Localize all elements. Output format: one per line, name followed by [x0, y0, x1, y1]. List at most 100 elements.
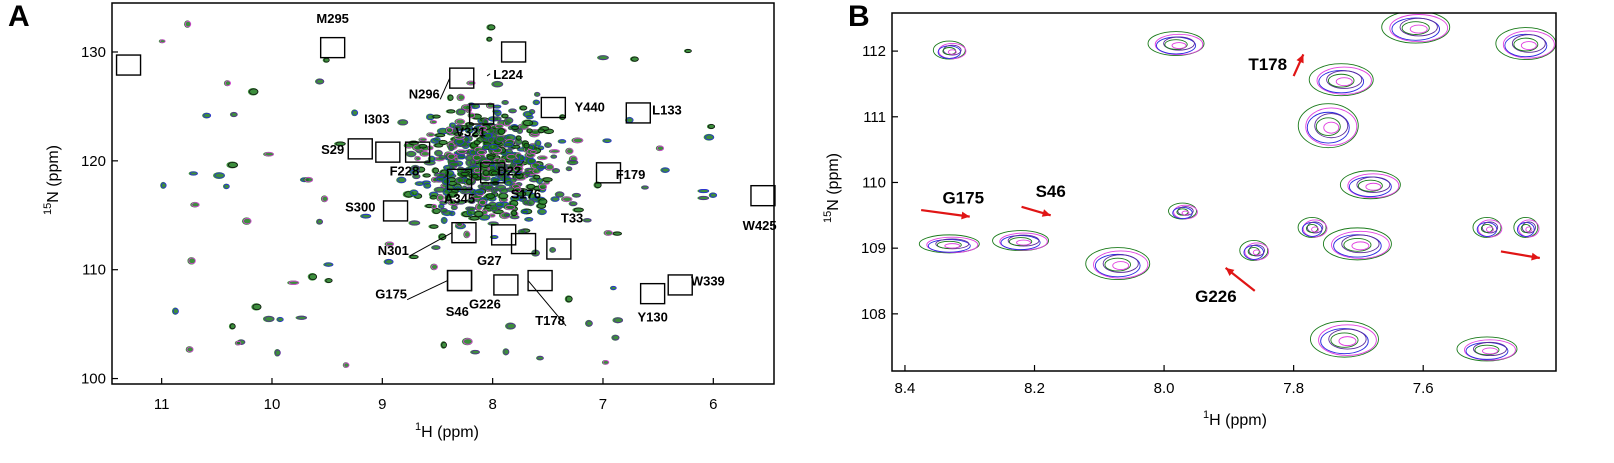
peak: [405, 150, 417, 158]
panel-b-ylabel-sup: 15: [822, 211, 834, 223]
peak-contour: [1318, 324, 1377, 356]
peak-contour: [1520, 224, 1532, 233]
peak: [564, 295, 573, 303]
peak-contour: [464, 231, 471, 238]
peak: [582, 218, 592, 223]
peak: [234, 340, 242, 346]
peak-contour: [435, 133, 446, 138]
peak: [697, 188, 710, 194]
peak-contour: [992, 230, 1050, 252]
peak: [554, 191, 565, 198]
peak-contour: [1102, 254, 1139, 273]
peak-contour: [1521, 221, 1536, 234]
peak-contour: [469, 216, 480, 221]
peak-contour: [457, 94, 465, 101]
peak: [383, 258, 394, 265]
peak-contour: [1351, 241, 1370, 251]
peak: [187, 257, 196, 265]
peak: [992, 230, 1050, 252]
peak: [478, 199, 487, 206]
peak: [611, 231, 622, 236]
peak: [516, 127, 524, 135]
peak: [433, 137, 441, 142]
peak: [473, 210, 484, 218]
peak: [501, 99, 509, 105]
peak: [1495, 27, 1556, 60]
annotation-leader: [486, 73, 491, 77]
annotation-box: [500, 41, 527, 63]
peak: [274, 348, 281, 357]
peak-contour: [526, 128, 533, 134]
peak: [452, 125, 462, 130]
peak: [708, 192, 718, 198]
peak: [537, 197, 548, 206]
peak-contour: [613, 231, 622, 236]
peak: [522, 142, 530, 149]
annotation-label: S176: [511, 187, 541, 202]
peak-contour: [495, 202, 504, 208]
peak: [1297, 103, 1359, 149]
peak: [1297, 217, 1328, 238]
peak: [472, 189, 485, 195]
peak-contour: [1316, 66, 1372, 95]
panel-a-ylabel-text: N (ppm): [45, 145, 62, 203]
peak-contour: [612, 334, 620, 341]
peak: [223, 80, 231, 87]
peak-contour: [537, 128, 545, 134]
peak: [475, 149, 486, 156]
peak: [503, 116, 514, 125]
peak-contour: [1511, 34, 1546, 53]
peak-contour: [573, 207, 584, 213]
peak: [502, 348, 510, 356]
peak: [660, 167, 670, 173]
panel-b-chart: 8.4 8.2 8.0 7.8 7.6 108 109 110 111 112 G226 G175 S…: [822, 12, 1557, 429]
peak-contour: [252, 303, 262, 311]
peak: [247, 87, 259, 96]
peak-contour: [538, 183, 548, 190]
peak: [503, 212, 511, 218]
peak-contour: [656, 145, 665, 151]
peak-contour: [602, 360, 610, 365]
annotation-label: S29: [321, 142, 344, 157]
peak: [263, 151, 274, 157]
peak-contour: [324, 262, 334, 267]
peak-contour: [551, 196, 560, 202]
panel-b-annotations: G226 G175 S46 T178: [921, 53, 1540, 306]
annotation-label: T178: [535, 313, 565, 328]
annotation-box: [479, 162, 506, 184]
peak-contour: [558, 139, 567, 144]
annotation-label: Y130: [637, 310, 667, 325]
peak: [572, 207, 584, 213]
peak: [484, 192, 496, 200]
annotation-label: Y440: [575, 99, 605, 114]
peak-contour: [1322, 227, 1392, 261]
peak-contour: [397, 177, 407, 183]
peak: [342, 362, 350, 369]
peak-contour: [243, 217, 252, 225]
peak: [426, 132, 435, 138]
peak-contour: [431, 264, 438, 270]
peak: [351, 109, 359, 117]
peak: [455, 108, 466, 116]
panel-a-frame: [111, 2, 775, 385]
peak: [488, 213, 496, 218]
peak: [431, 114, 441, 119]
peak: [422, 173, 431, 178]
annotation-box: [446, 269, 473, 292]
peak: [439, 200, 448, 205]
panel-b-letter: B: [848, 0, 870, 33]
peak-contour: [1302, 219, 1328, 238]
peak-contour: [1391, 17, 1440, 41]
peak-contour: [1094, 253, 1141, 278]
y-tick-label: 108: [861, 306, 886, 323]
peak-contour: [249, 88, 259, 95]
annotation-box: [510, 232, 537, 255]
peak-contour: [511, 125, 519, 130]
y-tick-label: 130: [81, 44, 106, 61]
peak-contour: [709, 192, 718, 198]
x-tick-label: 8: [488, 396, 496, 413]
peak-contour: [487, 24, 496, 31]
peak: [471, 131, 479, 138]
peak: [447, 144, 455, 152]
peak-contour: [304, 177, 314, 183]
